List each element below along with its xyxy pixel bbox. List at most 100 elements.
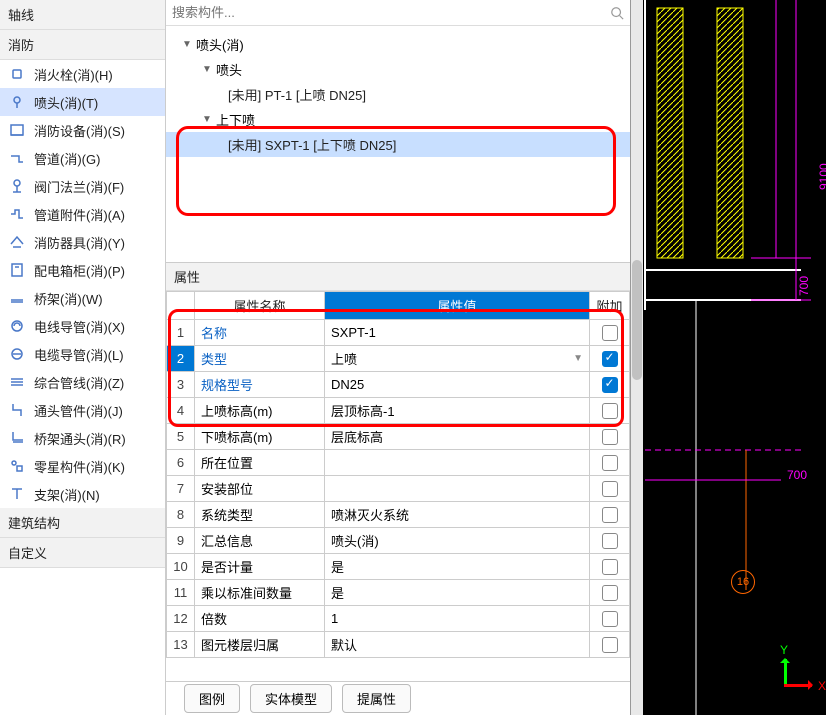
table-row[interactable]: 7安装部位 bbox=[167, 476, 630, 502]
checkbox[interactable] bbox=[602, 481, 618, 497]
sidebar-item[interactable]: 综合管线(消)(Z) bbox=[0, 368, 165, 396]
table-row[interactable]: 4上喷标高(m)层顶标高-1 bbox=[167, 398, 630, 424]
checkbox[interactable] bbox=[602, 637, 618, 653]
prop-value[interactable]: 是 bbox=[325, 580, 590, 606]
tree-node-shangxia[interactable]: ▼上下喷 bbox=[166, 107, 630, 132]
prop-extra[interactable] bbox=[590, 502, 630, 528]
tab-solid[interactable]: 实体模型 bbox=[250, 684, 332, 713]
prop-value[interactable]: 是 bbox=[325, 554, 590, 580]
sidebar-item[interactable]: 管道(消)(G) bbox=[0, 144, 165, 172]
tree-leaf-sxpt1[interactable]: [未用] SXPT-1 [上下喷 DN25] bbox=[166, 132, 630, 157]
bottom-tabbar: 图例 实体模型 提属性 bbox=[166, 681, 630, 715]
prop-extra[interactable] bbox=[590, 606, 630, 632]
sidebar-item[interactable]: 消防设备(消)(S) bbox=[0, 116, 165, 144]
prop-extra[interactable] bbox=[590, 320, 630, 346]
checkbox[interactable] bbox=[602, 507, 618, 523]
tree-node-root[interactable]: ▼喷头(消) bbox=[166, 32, 630, 57]
tab-legend[interactable]: 图例 bbox=[184, 684, 240, 713]
table-row[interactable]: 2类型上喷▼ bbox=[167, 346, 630, 372]
hydrant-icon bbox=[8, 65, 26, 83]
checkbox[interactable] bbox=[602, 351, 618, 367]
valve-icon bbox=[8, 177, 26, 195]
prop-extra[interactable] bbox=[590, 554, 630, 580]
checkbox[interactable] bbox=[602, 585, 618, 601]
checkbox[interactable] bbox=[602, 429, 618, 445]
sidebar-item[interactable]: 喷头(消)(T) bbox=[0, 88, 165, 116]
table-row[interactable]: 9汇总信息喷头(消) bbox=[167, 528, 630, 554]
table-row[interactable]: 1名称SXPT-1 bbox=[167, 320, 630, 346]
sidebar-item-label: 阀门法兰(消)(F) bbox=[34, 177, 124, 196]
dim-700b: 700 bbox=[787, 468, 807, 482]
sidebar-section-fire: 消防 bbox=[0, 30, 165, 60]
prop-extra[interactable] bbox=[590, 450, 630, 476]
sidebar-item[interactable]: 通头管件(消)(J) bbox=[0, 396, 165, 424]
table-row[interactable]: 8系统类型喷淋灭火系统 bbox=[167, 502, 630, 528]
drawing-canvas[interactable]: 9100 700 700 16 Y X bbox=[631, 0, 826, 715]
sidebar-item[interactable]: 消火栓(消)(H) bbox=[0, 60, 165, 88]
sidebar-item[interactable]: 桥架(消)(W) bbox=[0, 284, 165, 312]
prop-extra[interactable] bbox=[590, 580, 630, 606]
prop-value[interactable]: 喷淋灭火系统 bbox=[325, 502, 590, 528]
prop-extra[interactable] bbox=[590, 632, 630, 658]
sidebar-section-axis: 轴线 bbox=[0, 0, 165, 30]
prop-value[interactable]: 1 bbox=[325, 606, 590, 632]
checkbox[interactable] bbox=[602, 325, 618, 341]
prop-value[interactable]: 喷头(消) bbox=[325, 528, 590, 554]
prop-value[interactable]: SXPT-1 bbox=[325, 320, 590, 346]
search-input[interactable] bbox=[172, 5, 610, 20]
sidebar-item[interactable]: 桥架通头(消)(R) bbox=[0, 424, 165, 452]
prop-extra[interactable] bbox=[590, 424, 630, 450]
table-row[interactable]: 11乘以标准间数量是 bbox=[167, 580, 630, 606]
prop-extra[interactable] bbox=[590, 528, 630, 554]
sidebar-item-label: 配电箱柜(消)(P) bbox=[34, 261, 125, 280]
row-number: 2 bbox=[167, 346, 195, 372]
prop-value[interactable]: 上喷▼ bbox=[325, 346, 590, 372]
table-row[interactable]: 13图元楼层归属默认 bbox=[167, 632, 630, 658]
sidebar-item-label: 零星构件(消)(K) bbox=[34, 457, 125, 476]
sidebar-item-label: 管道附件(消)(A) bbox=[34, 205, 125, 224]
checkbox[interactable] bbox=[602, 455, 618, 471]
sidebar-item-label: 消防设备(消)(S) bbox=[34, 121, 125, 140]
checkbox[interactable] bbox=[602, 559, 618, 575]
sidebar-item[interactable]: 配电箱柜(消)(P) bbox=[0, 256, 165, 284]
table-row[interactable]: 6所在位置 bbox=[167, 450, 630, 476]
sidebar-item-label: 通头管件(消)(J) bbox=[34, 401, 123, 420]
sidebar-item[interactable]: 电线导管(消)(X) bbox=[0, 312, 165, 340]
table-row[interactable]: 5下喷标高(m)层底标高 bbox=[167, 424, 630, 450]
table-row[interactable]: 10是否计量是 bbox=[167, 554, 630, 580]
table-row[interactable]: 3规格型号DN25 bbox=[167, 372, 630, 398]
prop-value[interactable]: 层底标高 bbox=[325, 424, 590, 450]
sidebar-item[interactable]: 支架(消)(N) bbox=[0, 480, 165, 508]
checkbox[interactable] bbox=[602, 611, 618, 627]
prop-extra[interactable] bbox=[590, 372, 630, 398]
tree-leaf-pt1[interactable]: [未用] PT-1 [上喷 DN25] bbox=[166, 82, 630, 107]
prop-extra[interactable] bbox=[590, 476, 630, 502]
header-value: 属性值 bbox=[325, 292, 590, 320]
sidebar-item[interactable]: 管道附件(消)(A) bbox=[0, 200, 165, 228]
sidebar-item[interactable]: 零星构件(消)(K) bbox=[0, 452, 165, 480]
prop-value[interactable] bbox=[325, 476, 590, 502]
sidebar-item[interactable]: 阀门法兰(消)(F) bbox=[0, 172, 165, 200]
prop-value[interactable]: 默认 bbox=[325, 632, 590, 658]
row-number: 1 bbox=[167, 320, 195, 346]
checkbox[interactable] bbox=[602, 403, 618, 419]
tree-node-penTou[interactable]: ▼喷头 bbox=[166, 57, 630, 82]
sidebar-item[interactable]: 电缆导管(消)(L) bbox=[0, 340, 165, 368]
prop-name: 规格型号 bbox=[195, 372, 325, 398]
checkbox[interactable] bbox=[602, 377, 618, 393]
prop-value[interactable]: 层顶标高-1 bbox=[325, 398, 590, 424]
left-sidebar: 轴线 消防 消火栓(消)(H)喷头(消)(T) 消防设备(消)(S) 管道(消)(G… bbox=[0, 0, 166, 715]
dim-9100: 9100 bbox=[817, 163, 826, 190]
chevron-down-icon[interactable]: ▼ bbox=[573, 353, 583, 364]
prop-extra[interactable] bbox=[590, 398, 630, 424]
table-row[interactable]: 12倍数1 bbox=[167, 606, 630, 632]
prop-value[interactable] bbox=[325, 450, 590, 476]
tab-extract[interactable]: 提属性 bbox=[342, 684, 411, 713]
checkbox[interactable] bbox=[602, 533, 618, 549]
canvas-svg bbox=[631, 0, 826, 715]
header-extra: 附加 bbox=[590, 292, 630, 320]
prop-value[interactable]: DN25 bbox=[325, 372, 590, 398]
tray-icon bbox=[8, 289, 26, 307]
sidebar-item[interactable]: 消防器具(消)(Y) bbox=[0, 228, 165, 256]
prop-extra[interactable] bbox=[590, 346, 630, 372]
